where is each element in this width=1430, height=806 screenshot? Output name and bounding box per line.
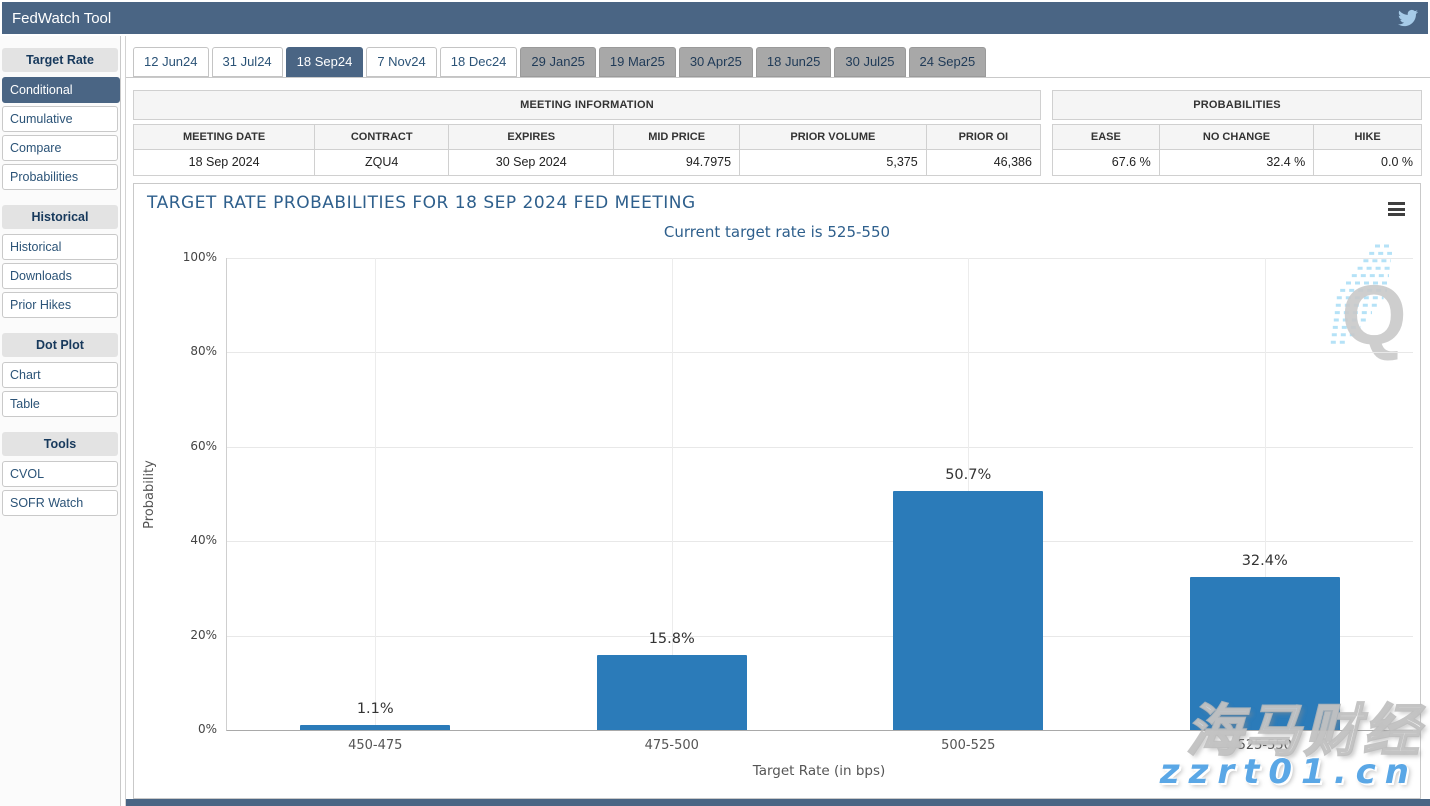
bar-data-label: 15.8% <box>597 631 747 647</box>
probabilities-panel: PROBABILITIES EASE NO CHANGE HIKE 67.6 %… <box>1052 90 1422 176</box>
twitter-icon[interactable] <box>1398 8 1418 28</box>
y-tick-label: 80% <box>157 344 217 358</box>
y-tick-label: 40% <box>157 533 217 547</box>
table-header-row: MEETING DATE CONTRACT EXPIRES MID PRICE … <box>134 125 1040 150</box>
sidebar-item-chart[interactable]: Chart <box>2 362 118 388</box>
x-category-label: 500-525 <box>820 738 1117 753</box>
chart-container: TARGET RATE PROBABILITIES FOR 18 SEP 202… <box>133 183 1421 799</box>
sidebar-item-prior-hikes[interactable]: Prior Hikes <box>2 292 118 318</box>
value-contract: ZQU4 <box>315 150 449 175</box>
plot-area: Probability 0%20%40%60%80%100%1.1%450-47… <box>226 258 1413 731</box>
sidebar-section-target-rate: Target Rate <box>2 48 118 72</box>
y-axis-title-wrap: Probability <box>139 258 159 730</box>
sidebar-section-dot-plot: Dot Plot <box>2 333 118 357</box>
x-category-label: 525-550 <box>1117 738 1414 753</box>
sidebar-item-compare[interactable]: Compare <box>2 135 118 161</box>
sidebar-item-probabilities[interactable]: Probabilities <box>2 164 118 190</box>
col-contract: CONTRACT <box>315 125 449 149</box>
value-mid-price: 94.7975 <box>614 150 740 175</box>
table-value-row: 67.6 % 32.4 % 0.0 % <box>1053 150 1421 175</box>
sidebar-gap <box>2 321 118 333</box>
tab-29-jan25[interactable]: 29 Jan25 <box>520 47 596 77</box>
value-no-change: 32.4 % <box>1160 150 1315 175</box>
bar-data-label: 1.1% <box>300 701 450 717</box>
sidebar-item-downloads[interactable]: Downloads <box>2 263 118 289</box>
probability-bar[interactable] <box>300 725 450 730</box>
bar-data-label: 32.4% <box>1190 553 1340 569</box>
tab-30-apr25[interactable]: 30 Apr25 <box>679 47 753 77</box>
sidebar-item-conditional[interactable]: Conditional <box>2 77 120 103</box>
tab-18-sep24[interactable]: 18 Sep24 <box>286 47 364 77</box>
value-expires: 30 Sep 2024 <box>449 150 614 175</box>
probabilities-table: EASE NO CHANGE HIKE 67.6 % 32.4 % 0.0 % <box>1052 124 1422 176</box>
chart-subtitle: Current target rate is 525-550 <box>134 223 1420 241</box>
meeting-information-caption: MEETING INFORMATION <box>133 90 1041 120</box>
col-hike: HIKE <box>1314 125 1421 149</box>
y-tick-label: 20% <box>157 628 217 642</box>
table-value-row: 18 Sep 2024 ZQU4 30 Sep 2024 94.7975 5,3… <box>134 150 1040 175</box>
main-panel-divider <box>125 36 126 806</box>
sidebar-item-cvol[interactable]: CVOL <box>2 461 118 487</box>
sidebar-item-historical[interactable]: Historical <box>2 234 118 260</box>
col-prior-volume: PRIOR VOLUME <box>740 125 927 149</box>
hamburger-icon <box>1388 202 1405 205</box>
sidebar-item-table[interactable]: Table <box>2 391 118 417</box>
header-bar: FedWatch Tool <box>2 2 1428 34</box>
table-header-row: EASE NO CHANGE HIKE <box>1053 125 1421 150</box>
app-title: FedWatch Tool <box>12 10 111 27</box>
col-no-change: NO CHANGE <box>1160 125 1315 149</box>
sidebar-gap <box>2 193 118 205</box>
tab-12-jun24[interactable]: 12 Jun24 <box>133 47 209 77</box>
meeting-information-panel: MEETING INFORMATION MEETING DATE CONTRAC… <box>133 90 1041 176</box>
y-tick-label: 100% <box>157 250 217 264</box>
probability-bar[interactable] <box>893 491 1043 730</box>
x-gridline <box>375 258 376 730</box>
hamburger-icon <box>1388 213 1405 216</box>
sidebar-item-cumulative[interactable]: Cumulative <box>2 106 118 132</box>
meeting-information-table: MEETING DATE CONTRACT EXPIRES MID PRICE … <box>133 124 1041 176</box>
tab-24-sep25[interactable]: 24 Sep25 <box>909 47 987 77</box>
y-tick-label: 60% <box>157 439 217 453</box>
col-prior-oi: PRIOR OI <box>927 125 1040 149</box>
col-meeting-date: MEETING DATE <box>134 125 315 149</box>
probability-bar[interactable] <box>597 655 747 730</box>
y-tick-label: 0% <box>157 722 217 736</box>
hamburger-icon <box>1388 208 1405 211</box>
tab-30-jul25[interactable]: 30 Jul25 <box>834 47 905 77</box>
probability-bar[interactable] <box>1190 577 1340 730</box>
x-category-label: 475-500 <box>524 738 821 753</box>
value-hike: 0.0 % <box>1314 150 1421 175</box>
meeting-tab-row: 12 Jun24 31 Jul24 18 Sep24 7 Nov24 18 De… <box>133 47 989 77</box>
tab-31-jul24[interactable]: 31 Jul24 <box>212 47 283 77</box>
sidebar-gap <box>2 420 118 432</box>
col-expires: EXPIRES <box>449 125 614 149</box>
chart-menu-button[interactable] <box>1388 202 1405 219</box>
tab-18-dec24[interactable]: 18 Dec24 <box>440 47 518 77</box>
value-meeting-date: 18 Sep 2024 <box>134 150 315 175</box>
sidebar-section-tools: Tools <box>2 432 118 456</box>
bottom-section-bar <box>126 799 1430 806</box>
sidebar-item-sofr-watch[interactable]: SOFR Watch <box>2 490 118 516</box>
value-prior-volume: 5,375 <box>740 150 927 175</box>
y-gridline <box>227 541 1413 542</box>
bar-data-label: 50.7% <box>893 467 1043 483</box>
tab-19-mar25[interactable]: 19 Mar25 <box>599 47 676 77</box>
x-axis-title: Target Rate (in bps) <box>226 763 1412 779</box>
y-gridline <box>227 258 1413 259</box>
col-ease: EASE <box>1053 125 1160 149</box>
value-prior-oi: 46,386 <box>927 150 1040 175</box>
chart-title: TARGET RATE PROBABILITIES FOR 18 SEP 202… <box>147 193 696 213</box>
probabilities-caption: PROBABILITIES <box>1052 90 1422 120</box>
y-gridline <box>227 352 1413 353</box>
tab-18-jun25[interactable]: 18 Jun25 <box>756 47 832 77</box>
tab-underline <box>126 77 1430 78</box>
value-ease: 67.6 % <box>1053 150 1160 175</box>
sidebar-section-historical: Historical <box>2 205 118 229</box>
tab-7-nov24[interactable]: 7 Nov24 <box>366 47 436 77</box>
x-category-label: 450-475 <box>227 738 524 753</box>
y-axis-title: Probability <box>142 460 157 529</box>
sidebar: Target Rate Conditional Cumulative Compa… <box>0 36 121 806</box>
col-mid-price: MID PRICE <box>614 125 740 149</box>
y-gridline <box>227 447 1413 448</box>
